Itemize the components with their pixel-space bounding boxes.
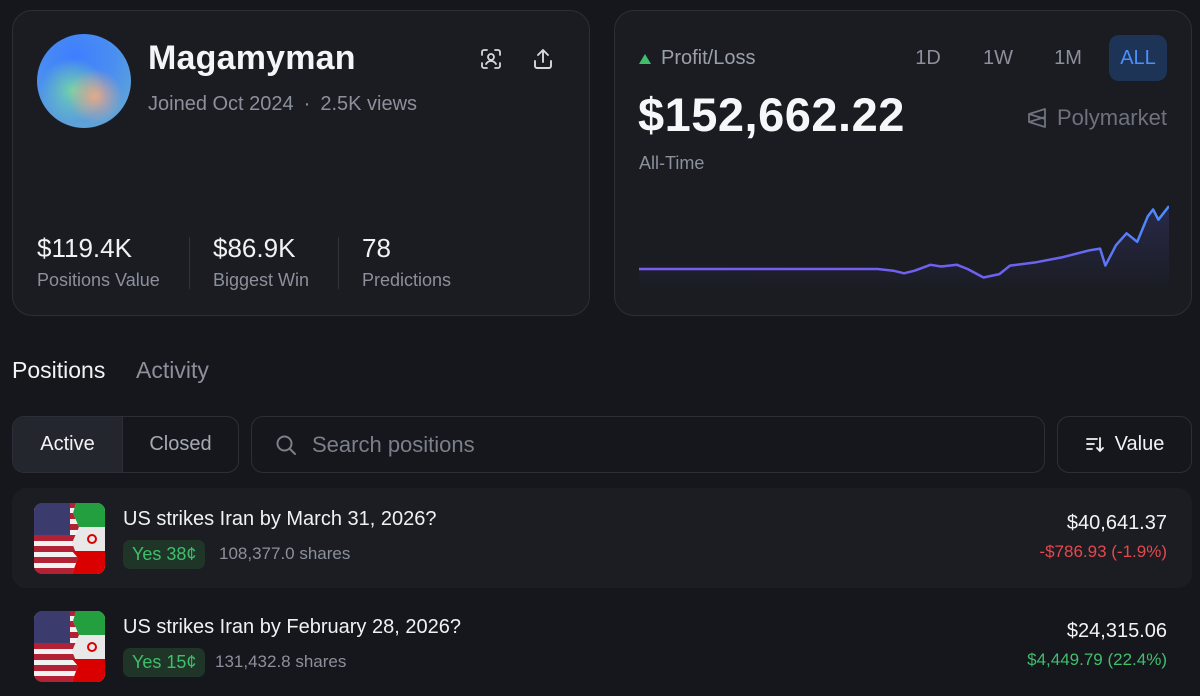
range-1d[interactable]: 1D [915,46,941,69]
chart-area [639,206,1169,291]
sort-button[interactable]: Value [1057,416,1192,473]
profile-card: Magamyman Joined Oct 2024 · 2.5K views $11… [12,10,590,316]
sort-icon [1085,436,1104,452]
divider [189,237,190,289]
position-value: $40,641.37 [1066,512,1167,534]
view-count: 2.5K views [320,93,418,115]
tab-activity[interactable]: Activity [136,357,209,383]
position-row[interactable]: US strikes Iran by February 28, 2026? Ye… [12,596,1192,696]
stat-biggest-win: $86.9K Biggest Win [213,233,310,290]
tab-positions[interactable]: Positions [12,357,106,383]
polymarket-logo-icon [1028,108,1046,128]
range-1w[interactable]: 1W [983,46,1013,69]
stat-positions-value: $119.4K Positions Value [37,233,160,290]
market-title[interactable]: US strikes Iran by March 31, 2026? [123,508,437,530]
search-input[interactable] [312,431,1012,458]
outcome-badge: Yes 15¢ [123,648,206,677]
period-label: All-Time [639,153,705,173]
us-iran-flag-icon [34,503,105,574]
profit-loss-chart [639,205,1169,291]
chart-line [639,205,1169,279]
share-count: 108,377.0 shares [219,544,351,563]
range-all[interactable]: ALL [1109,35,1167,81]
us-iran-flag-icon [34,611,105,682]
up-triangle-icon [639,53,651,64]
username: Magamyman [148,39,356,77]
filter-active-button[interactable]: Active [13,417,123,472]
position-change: -$786.93 (-1.9%) [1039,542,1167,561]
position-change: $4,449.79 (22.4%) [1027,650,1167,669]
range-1m[interactable]: 1M [1054,46,1082,69]
market-title[interactable]: US strikes Iran by February 28, 2026? [123,616,461,638]
divider [338,237,339,289]
profit-loss-card: Profit/Loss 1D 1W 1M ALL $152,662.22 All… [614,10,1192,316]
share-count: 131,432.8 shares [215,652,347,671]
filter-closed-button[interactable]: Closed [149,433,212,455]
search-icon [276,435,296,455]
position-row[interactable]: US strikes Iran by March 31, 2026? Yes 3… [12,488,1192,588]
share-icon[interactable] [529,45,557,73]
profile-meta: Joined Oct 2024 · 2.5K views [148,93,418,115]
stat-predictions: 78 Predictions [362,233,452,290]
polymarket-brand: Polymarket [1025,105,1167,131]
scan-icon[interactable] [477,45,505,73]
status-toggle: Active Closed [12,416,239,473]
position-value: $24,315.06 [1066,620,1167,642]
profit-loss-label: Profit/Loss [639,47,755,70]
joined-date: Joined Oct 2024 [148,93,294,115]
outcome-badge: Yes 38¢ [123,540,206,569]
profit-loss-value: $152,662.22 [638,88,905,141]
search-box [251,416,1045,473]
avatar[interactable] [37,34,131,128]
